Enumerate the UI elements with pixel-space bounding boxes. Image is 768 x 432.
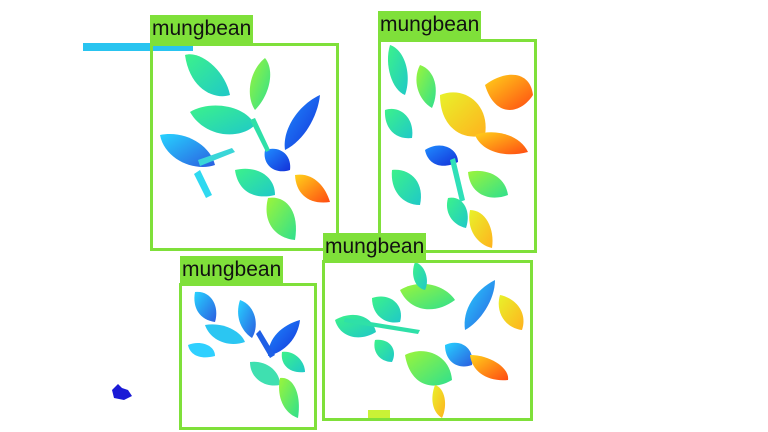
detection-label-3: mungbean	[180, 256, 284, 284]
plant-2	[384, 45, 533, 248]
detection-box-3	[179, 283, 317, 430]
detection-box-1	[150, 43, 339, 251]
plant-3	[188, 291, 305, 418]
detection-label-4: mungbean	[323, 233, 427, 261]
detection-box-4	[322, 260, 533, 421]
detection-box-2	[378, 39, 537, 253]
plant-4	[335, 262, 524, 418]
detection-label-1: mungbean	[150, 15, 254, 43]
detection-label-2: mungbean	[378, 11, 482, 39]
stray-depth-line	[83, 43, 193, 51]
stray-depth-blob	[112, 384, 132, 400]
plant-1	[160, 54, 330, 240]
